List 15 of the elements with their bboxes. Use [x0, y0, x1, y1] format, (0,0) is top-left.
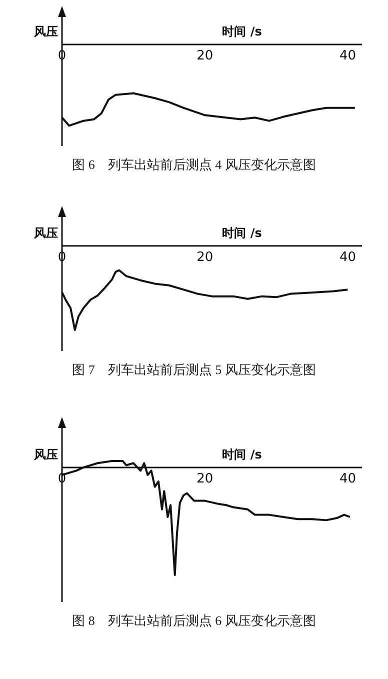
y-axis-title: 风压: [33, 24, 58, 39]
y-axis-title: 风压: [33, 226, 58, 240]
x-tick-label: 40: [339, 472, 356, 487]
x-tick-label: 20: [196, 250, 214, 266]
x-axis-title: 时间 /s: [222, 24, 262, 39]
x-axis-title: 时间 /s: [222, 448, 262, 462]
x-tick-label: 40: [339, 250, 356, 266]
caption: 图 6 列车出站前后测点 4 风压变化示意图: [71, 156, 317, 174]
y-axis-title: 风压: [33, 448, 58, 462]
x-tick-label: 20: [196, 472, 214, 487]
x-tick-label: 20: [196, 48, 214, 64]
caption: 图 7 列车出站前后测点 5 风压变化示意图: [71, 361, 317, 379]
caption: 图 8 列车出站前后测点 6 风压变化示意图: [71, 612, 317, 630]
x-axis-title: 时间 /s: [222, 226, 262, 240]
x-tick-label: 40: [339, 48, 356, 64]
